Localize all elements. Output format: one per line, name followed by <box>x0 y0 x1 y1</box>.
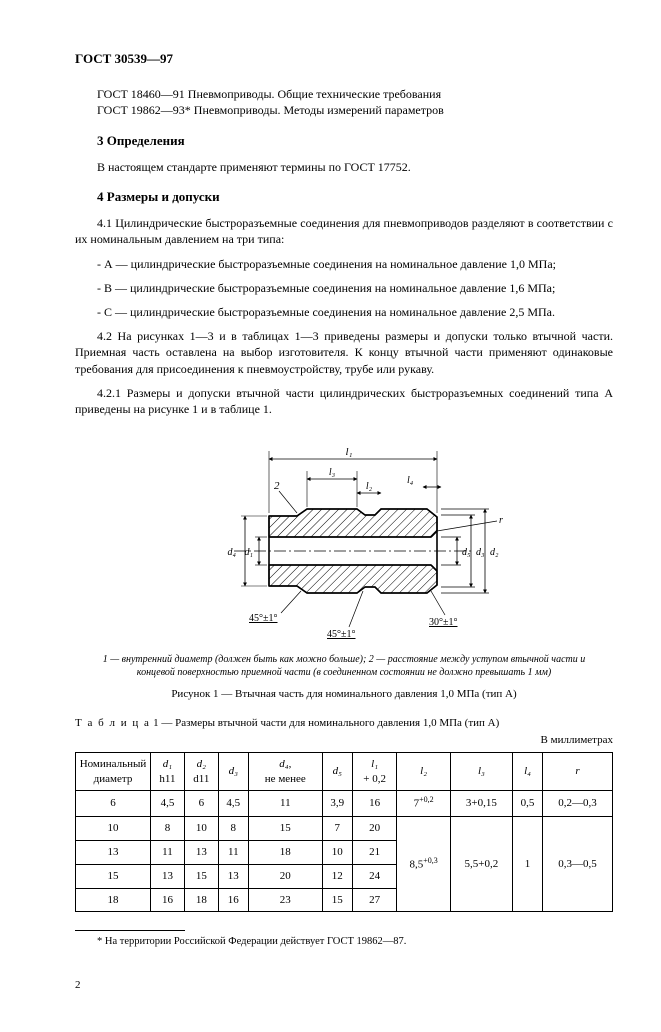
table-1: Номинальныйдиаметр d₁h11 d₂d11 d₃ d₄,не … <box>75 752 613 913</box>
p-4-2-1: 4.2.1 Размеры и допуски втычной части ци… <box>75 385 613 417</box>
table-row: 64,564,5113,916 7+0,2 3+0,150,50,2—0,3 <box>76 791 613 817</box>
ref-line: ГОСТ 19862—93* Пневмоприводы. Методы изм… <box>97 102 613 118</box>
figure-1: l₁ l₃ l₂ l₄ 2 d₅ d₃ d₂ r d₄ d₁ 45°±1° 45… <box>75 431 613 645</box>
th-r: r <box>543 752 613 791</box>
dim-d1: d₁ <box>245 547 253 558</box>
th-d4: d₄,не менее <box>248 752 322 791</box>
dim-l4: l₄ <box>407 475 414 486</box>
figure-caption: Рисунок 1 — Втычная часть для номинально… <box>75 687 613 702</box>
angle-30: 30°±1° <box>429 617 458 628</box>
dim-d5: d₅ <box>462 547 471 558</box>
li-b: - В — цилиндрические быстроразъемные сое… <box>97 280 613 296</box>
angle-45-mid: 45°±1° <box>327 629 356 640</box>
dim-l1: l₁ <box>346 446 353 458</box>
section-3-head: 3 Определения <box>97 132 613 150</box>
th-d5: d₅ <box>322 752 352 791</box>
p-4-1: 4.1 Цилиндрические быстроразъемные соеди… <box>75 215 613 247</box>
figure-legend: 1 — внутренний диаметр (должен быть как … <box>95 653 593 679</box>
th-l3: l₃ <box>450 752 512 791</box>
table-1-caption: Т а б л и ц а 1 — Размеры втычной части … <box>75 716 613 731</box>
th-l4: l₄ <box>512 752 542 791</box>
dim-d2: d₂ <box>490 547 499 558</box>
table-units: В миллиметрах <box>75 733 613 748</box>
ref-line: ГОСТ 18460—91 Пневмоприводы. Общие техни… <box>97 86 613 102</box>
dim-d4: d₄ <box>228 547 237 558</box>
th-d2: d₂d11 <box>184 752 218 791</box>
dim-l3: l₃ <box>329 467 336 478</box>
angle-45-left: 45°±1° <box>249 613 278 624</box>
table-row: 10810815720 8,5+0,3 5,5+0,2 1 0,3—0,5 <box>76 816 613 840</box>
callout-2: 2 <box>274 480 280 492</box>
references-block: ГОСТ 18460—91 Пневмоприводы. Общие техни… <box>97 86 613 118</box>
th-d1: d₁h11 <box>151 752 185 791</box>
doc-header: ГОСТ 30539—97 <box>75 50 613 68</box>
figure-1-svg: l₁ l₃ l₂ l₄ 2 d₅ d₃ d₂ r d₄ d₁ 45°±1° 45… <box>179 431 509 641</box>
th-d3: d₃ <box>218 752 248 791</box>
dim-d3: d₃ <box>476 547 485 558</box>
footnote-rule <box>75 930 185 931</box>
th-nominal: Номинальныйдиаметр <box>76 752 151 791</box>
section-3-p1: В настоящем стандарте применяют термины … <box>75 159 613 175</box>
li-c: - С — цилиндрические быстроразъемные сое… <box>97 304 613 320</box>
dim-r: r <box>499 515 503 526</box>
section-4-head: 4 Размеры и допуски <box>97 188 613 206</box>
dim-l2: l₂ <box>366 481 373 492</box>
th-l2: l₂ <box>397 752 450 791</box>
p-4-2: 4.2 На рисунках 1—3 и в таблицах 1—3 при… <box>75 328 613 377</box>
footnote: * На территории Российской Федерации дей… <box>97 935 613 949</box>
page-number: 2 <box>75 978 613 993</box>
th-l1: l₁+ 0,2 <box>352 752 397 791</box>
li-a: - А — цилиндрические быстроразъемные сое… <box>97 256 613 272</box>
